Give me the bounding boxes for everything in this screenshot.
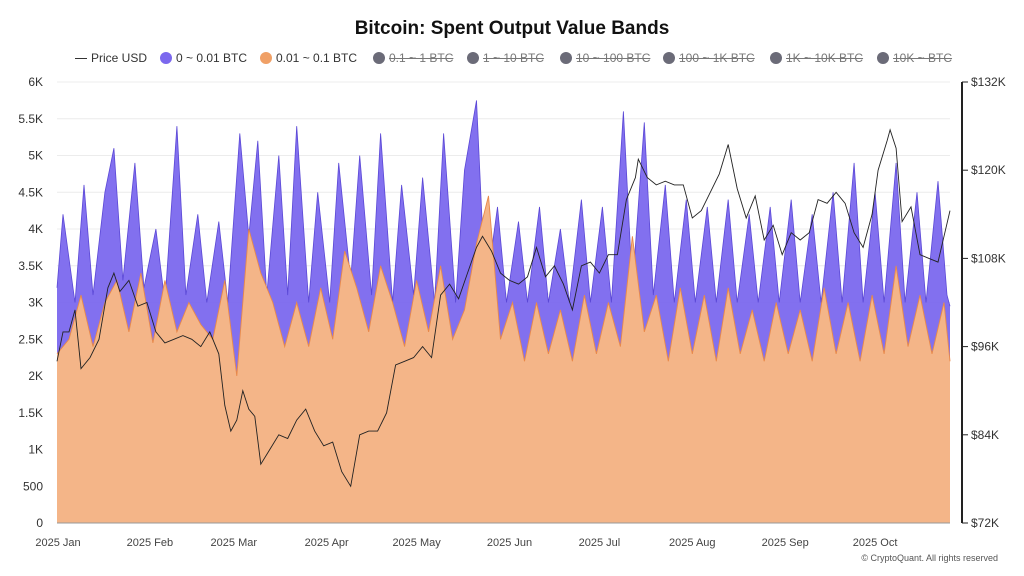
left-tick-label: 4.5K <box>18 185 43 199</box>
series-edge-0-0-01-btc <box>56 100 951 307</box>
left-tick-label: 1K <box>28 443 43 457</box>
left-tick-label: 6K <box>28 75 43 89</box>
right-tick-label: $120K <box>971 163 1006 177</box>
legend-label: 0.01 ~ 0.1 BTC <box>276 51 358 65</box>
legend-item-0-1-1-btc[interactable]: 0.1 ~ 1 BTC <box>373 49 453 67</box>
legend-item-price-usd[interactable]: Price USD <box>75 49 147 67</box>
chart-title: Bitcoin: Spent Output Value Bands <box>354 18 670 39</box>
legend-dot-swatch <box>260 52 272 64</box>
x-tick-label: 2025 Jul <box>579 537 621 549</box>
legend-label: 1 ~ 10 BTC <box>483 51 545 65</box>
legend-dot-swatch <box>560 52 572 64</box>
legend-dot-swatch <box>160 52 172 64</box>
left-tick-label: 500 <box>23 479 43 493</box>
x-tick-label: 2025 Feb <box>127 537 173 549</box>
legend-item-10k-btc[interactable]: 10K ~ BTC <box>877 49 952 67</box>
x-tick-label: 2025 Jan <box>35 537 80 549</box>
legend-item-1-10-btc[interactable]: 1 ~ 10 BTC <box>467 49 544 67</box>
chart-legend: Price USD 0 ~ 0.01 BTC 0.01 ~ 0.1 BTC 0.1 ~… <box>0 49 1024 67</box>
left-tick-label: 4K <box>28 222 43 236</box>
x-tick-label: 2025 Sep <box>762 537 809 549</box>
left-tick-label: 5K <box>28 149 43 163</box>
legend-dot-swatch <box>467 52 479 64</box>
x-tick-label: 2025 Aug <box>669 537 716 549</box>
x-tick-label: 2025 May <box>392 537 441 549</box>
legend-dot-swatch <box>770 52 782 64</box>
right-tick-label: $108K <box>971 251 1006 265</box>
x-tick-label: 2025 Mar <box>211 537 258 549</box>
legend-label: 0.1 ~ 1 BTC <box>389 51 454 65</box>
legend-line-swatch <box>75 58 87 60</box>
left-tick-label: 5.5K <box>18 112 43 126</box>
left-tick-label: 3K <box>28 296 43 310</box>
series-area-0-01-0-1-btc <box>57 195 950 523</box>
legend-item-0-01-0-1-btc[interactable]: 0.01 ~ 0.1 BTC <box>260 49 357 67</box>
right-tick-label: $72K <box>971 516 999 530</box>
x-tick-label: 2025 Oct <box>853 537 898 549</box>
legend-item-100-1k-btc[interactable]: 100 ~ 1K BTC <box>663 49 755 67</box>
right-tick-label: $84K <box>971 428 999 442</box>
series-line-price-usd <box>56 128 951 488</box>
legend-label: 10K ~ BTC <box>893 51 953 65</box>
legend-label: 1K ~ 10K BTC <box>786 51 864 65</box>
legend-label: 100 ~ 1K BTC <box>679 51 755 65</box>
left-tick-label: 1.5K <box>18 406 43 420</box>
series-edge-0-01-0-1-btc <box>56 195 951 377</box>
copyright-footer: © CryptoQuant. All rights reserved <box>861 553 998 563</box>
legend-label: 0 ~ 0.01 BTC <box>176 51 248 65</box>
legend-dot-swatch <box>877 52 889 64</box>
right-tick-label: $96K <box>971 340 999 354</box>
legend-item-0-0-01-btc[interactable]: 0 ~ 0.01 BTC <box>160 49 247 67</box>
x-tick-label: 2025 Apr <box>305 537 349 549</box>
legend-dot-swatch <box>373 52 385 64</box>
x-tick-label: 2025 Jun <box>487 537 532 549</box>
legend-label: 10 ~ 100 BTC <box>576 51 651 65</box>
left-tick-label: 0 <box>36 516 43 530</box>
left-tick-label: 2.5K <box>18 332 43 346</box>
left-tick-label: 2K <box>28 369 43 383</box>
legend-item-10-100-btc[interactable]: 10 ~ 100 BTC <box>560 49 650 67</box>
left-tick-label: 3.5K <box>18 259 43 273</box>
legend-dot-swatch <box>663 52 675 64</box>
right-tick-label: $132K <box>971 75 1006 89</box>
legend-label: Price USD <box>91 51 148 65</box>
legend-item-1k-10k-btc[interactable]: 1K ~ 10K BTC <box>770 49 863 67</box>
